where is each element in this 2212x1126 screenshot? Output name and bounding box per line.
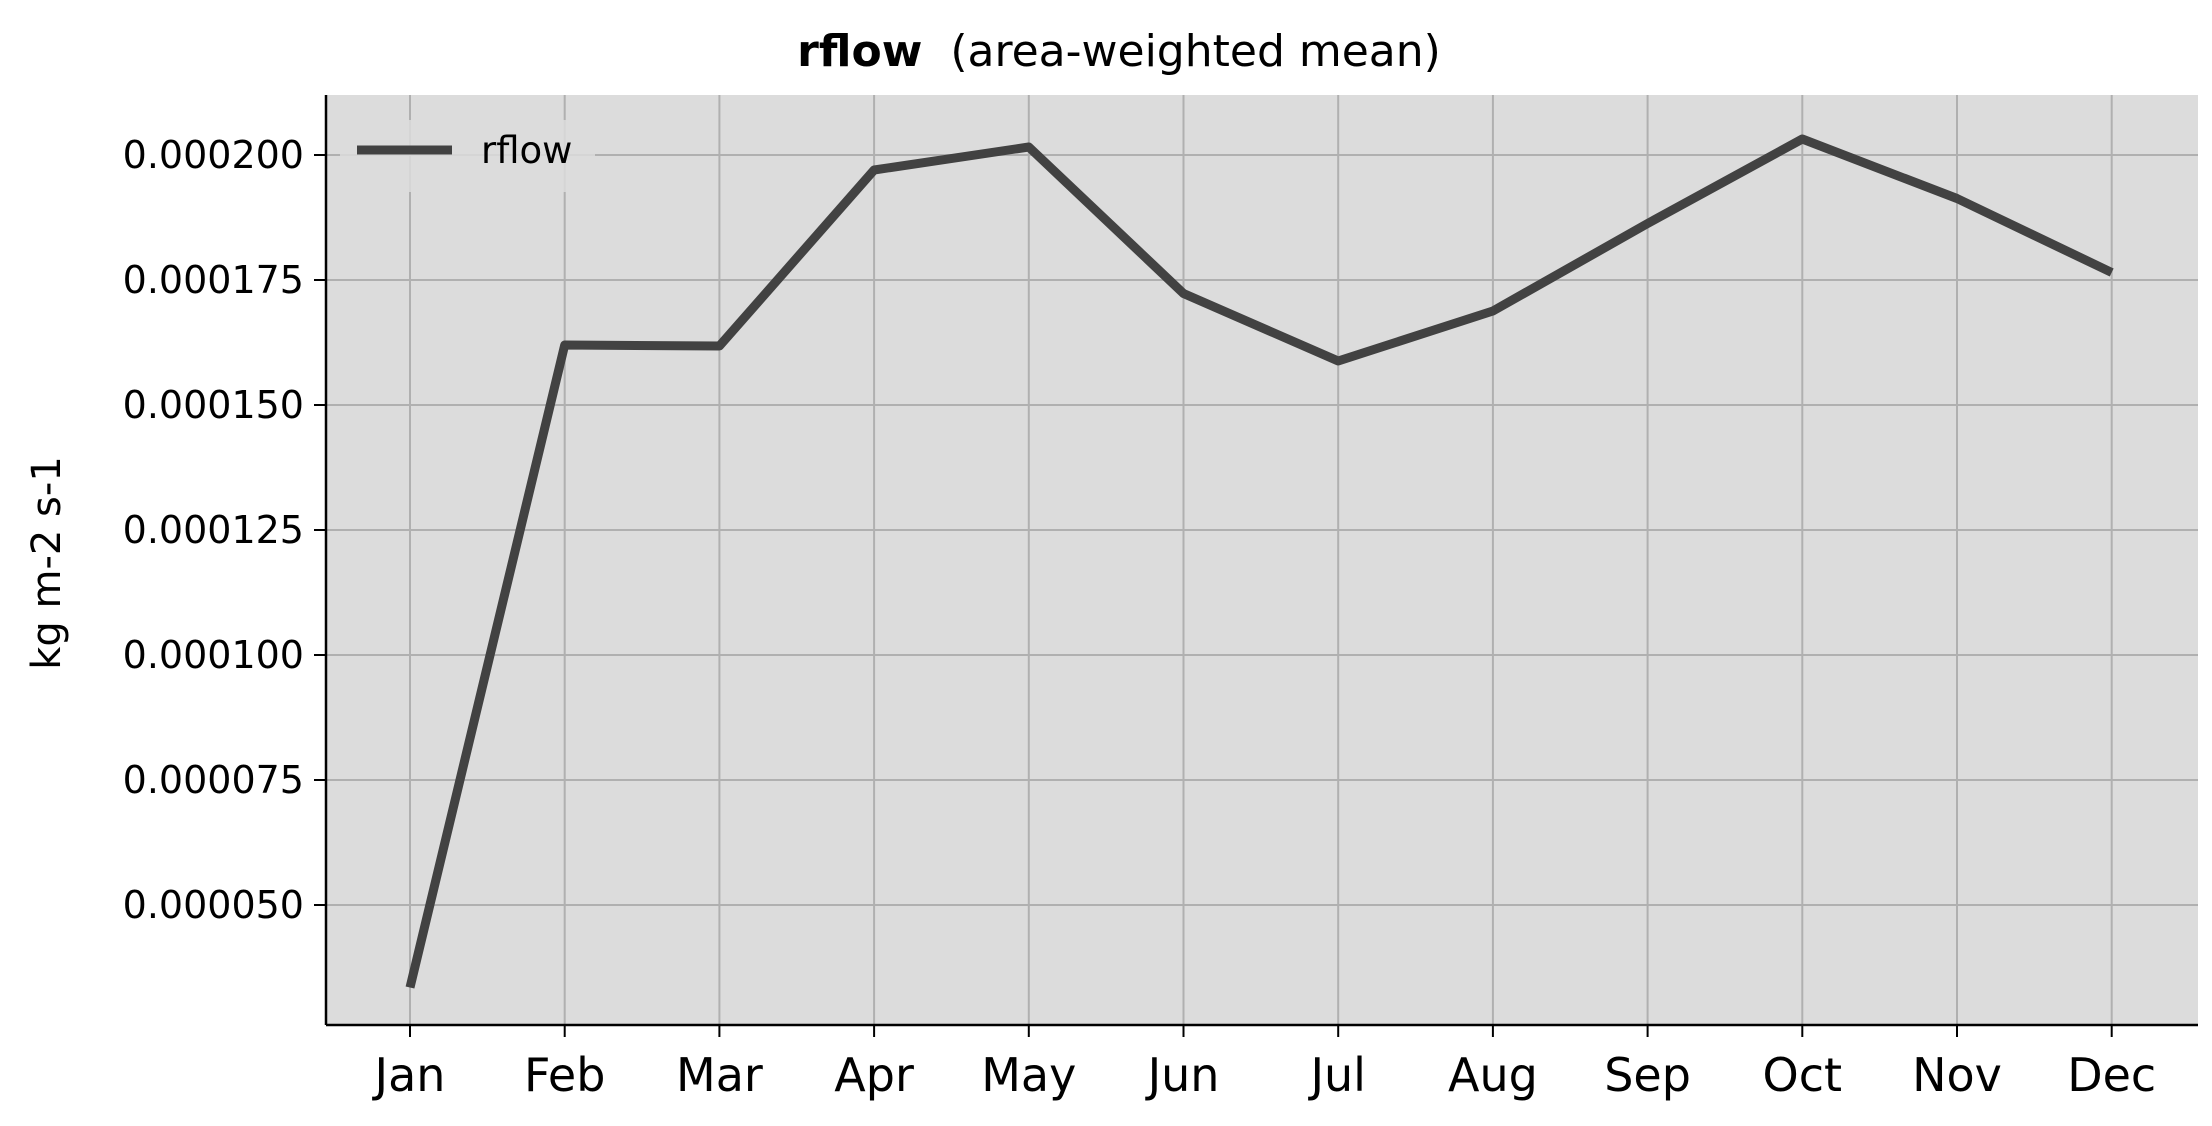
- x-tick-label: Jan: [372, 1048, 446, 1102]
- series-group: [405, 134, 2114, 989]
- legend-label: rflow: [481, 129, 572, 172]
- y-tick-label: 0.000200: [123, 133, 304, 177]
- series-line-rflow: [405, 134, 2114, 989]
- y-tick-label: 0.000075: [123, 758, 304, 802]
- x-tick-label: Feb: [524, 1048, 605, 1102]
- plot-area: [326, 95, 2198, 1025]
- x-tick-label: Dec: [2067, 1048, 2156, 1102]
- chart-title-spacer: [922, 26, 950, 77]
- x-tick-label: Jul: [1307, 1048, 1366, 1102]
- x-axis-ticks: Jan Feb Mar Apr May Jun Jul Aug Sep Oct Nov Dec: [372, 1025, 2156, 1102]
- x-tick-label: Mar: [676, 1048, 763, 1102]
- y-tick-label: 0.000100: [123, 633, 304, 677]
- axes: [324, 95, 2198, 1027]
- x-tick-label: May: [981, 1048, 1076, 1102]
- y-tick-label: 0.000125: [123, 508, 304, 552]
- chart-title-main: rflow: [797, 26, 922, 77]
- x-tick-label: Sep: [1604, 1048, 1691, 1102]
- chart-title: rflow (area-weighted mean): [797, 26, 1441, 77]
- y-axis-label: kg m-2 s-1: [24, 456, 70, 670]
- chart-subtitle: (area-weighted mean): [950, 26, 1440, 77]
- y-tick-label: 0.000150: [123, 383, 304, 427]
- x-tick-label: Apr: [834, 1048, 914, 1102]
- grid: [326, 95, 2198, 1025]
- y-tick-label: 0.000175: [123, 258, 304, 302]
- x-tick-label: Aug: [1448, 1048, 1538, 1102]
- x-tick-label: Jun: [1145, 1048, 1220, 1102]
- x-tick-label: Nov: [1912, 1048, 2002, 1102]
- y-tick-label: 0.000050: [123, 883, 304, 927]
- legend: rflow: [340, 120, 595, 192]
- legend-box: [340, 120, 595, 192]
- y-axis-ticks: 0.000050 0.000075 0.000100 0.000125 0.000150…: [123, 133, 326, 927]
- x-tick-label: Oct: [1763, 1048, 1843, 1102]
